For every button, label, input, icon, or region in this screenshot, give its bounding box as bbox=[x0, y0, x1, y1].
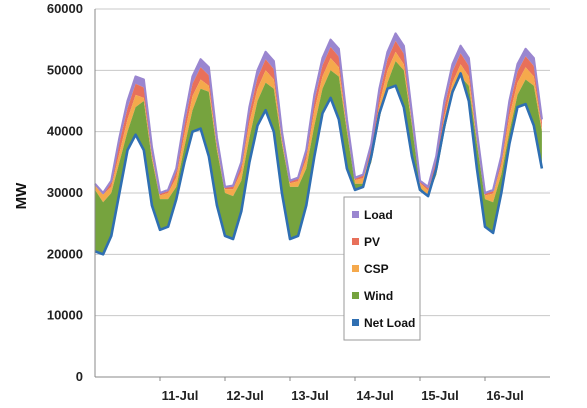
legend-swatch bbox=[352, 265, 359, 272]
legend-label: PV bbox=[364, 235, 380, 249]
axes: 0 10000 20000 30000 40000 50000 60000 11-Jul 12-… bbox=[47, 1, 550, 403]
x-tick-label: 11-Jul bbox=[162, 388, 199, 403]
x-tick-label: 12-Jul bbox=[226, 388, 264, 403]
x-tick-label: 13-Jul bbox=[291, 388, 329, 403]
y-tick-label: 60000 bbox=[47, 1, 83, 16]
line-load bbox=[94, 32, 543, 195]
y-tick-label: 20000 bbox=[47, 246, 83, 261]
legend-label: Net Load bbox=[364, 316, 415, 330]
area-wind bbox=[95, 61, 542, 255]
area-pv bbox=[95, 40, 542, 196]
y-axis-label: MW bbox=[13, 182, 30, 209]
x-tick-label: 15-Jul bbox=[421, 388, 459, 403]
y-tick-label: 0 bbox=[76, 369, 83, 384]
y-tick-label: 30000 bbox=[47, 185, 83, 200]
y-tick-label: 10000 bbox=[47, 308, 83, 323]
legend-label: Load bbox=[364, 208, 393, 222]
legend-label: CSP bbox=[364, 262, 389, 276]
legend-swatch bbox=[352, 292, 359, 299]
legend-swatch bbox=[352, 238, 359, 245]
y-tick-label: 40000 bbox=[47, 124, 83, 139]
legend-label: Wind bbox=[364, 289, 393, 303]
legend-swatch bbox=[352, 319, 359, 326]
area-csp bbox=[95, 51, 542, 203]
legend: Load PV CSP Wind Net Load bbox=[343, 196, 421, 341]
legend-swatch bbox=[352, 211, 359, 218]
line-net-load bbox=[94, 72, 544, 256]
series-lines bbox=[94, 32, 544, 256]
x-tick-label: 14-Jul bbox=[356, 388, 394, 403]
series-areas bbox=[95, 33, 542, 255]
y-tick-label: 50000 bbox=[47, 62, 83, 77]
x-tick-label: 16-Jul bbox=[486, 388, 524, 403]
